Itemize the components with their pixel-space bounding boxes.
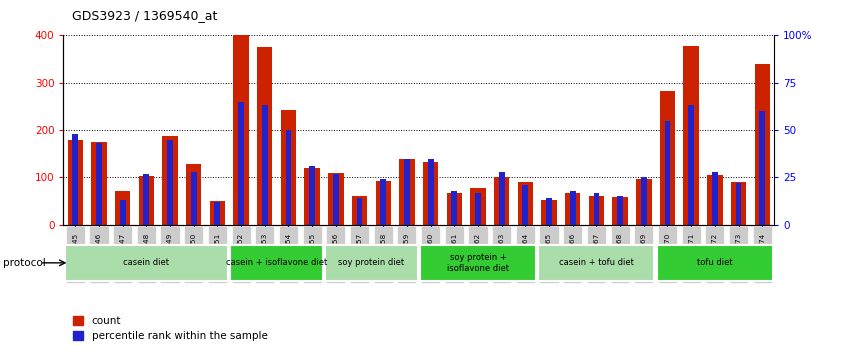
Legend: count, percentile rank within the sample: count, percentile rank within the sample	[69, 312, 272, 345]
Bar	[423, 162, 438, 225]
Bar	[186, 164, 201, 225]
Bar	[328, 173, 343, 225]
Bar	[570, 191, 575, 225]
Bar	[731, 182, 746, 225]
Bar	[281, 110, 296, 225]
Bar	[428, 159, 433, 225]
Bar	[215, 202, 220, 225]
FancyBboxPatch shape	[230, 245, 323, 281]
Bar	[547, 198, 552, 225]
Bar	[736, 183, 741, 225]
Bar	[239, 102, 244, 225]
Bar	[499, 172, 504, 225]
Bar	[310, 166, 315, 225]
Bar	[73, 134, 78, 225]
Bar	[352, 196, 367, 225]
Bar	[755, 64, 770, 225]
Text: soy protein +
isoflavone diet: soy protein + isoflavone diet	[447, 253, 509, 273]
Bar	[357, 198, 362, 225]
Bar	[684, 46, 699, 225]
Bar	[91, 142, 107, 225]
Bar	[565, 193, 580, 225]
Bar	[115, 191, 130, 225]
Bar	[470, 188, 486, 225]
Bar	[233, 35, 249, 225]
Text: casein + tofu diet: casein + tofu diet	[559, 258, 634, 267]
Bar	[665, 121, 670, 225]
Bar	[518, 182, 533, 225]
Bar	[712, 172, 717, 225]
Bar	[523, 185, 528, 225]
Bar	[68, 139, 83, 225]
Bar	[162, 136, 178, 225]
Text: protocol: protocol	[3, 258, 46, 268]
Bar	[618, 196, 623, 225]
Bar	[404, 159, 409, 225]
Bar	[613, 197, 628, 225]
Bar	[594, 193, 599, 225]
FancyBboxPatch shape	[420, 245, 536, 281]
Bar	[144, 174, 149, 225]
FancyBboxPatch shape	[538, 245, 655, 281]
Bar	[376, 181, 391, 225]
Bar	[447, 193, 462, 225]
Bar	[120, 200, 125, 225]
Text: tofu diet: tofu diet	[697, 258, 733, 267]
Bar	[541, 200, 557, 225]
Text: GDS3923 / 1369540_at: GDS3923 / 1369540_at	[72, 10, 217, 22]
Bar	[191, 172, 196, 225]
Bar	[707, 175, 722, 225]
Bar	[475, 193, 481, 225]
FancyBboxPatch shape	[325, 245, 418, 281]
Bar	[589, 196, 604, 225]
Bar	[399, 159, 415, 225]
Bar	[636, 179, 651, 225]
Bar	[641, 177, 646, 225]
Bar	[210, 201, 225, 225]
FancyBboxPatch shape	[656, 245, 773, 281]
Text: soy protein diet: soy protein diet	[338, 258, 404, 267]
Bar	[305, 168, 320, 225]
Bar	[660, 91, 675, 225]
Bar	[494, 177, 509, 225]
FancyBboxPatch shape	[64, 245, 228, 281]
Bar	[168, 139, 173, 225]
Text: casein diet: casein diet	[124, 258, 169, 267]
Bar	[689, 105, 694, 225]
Text: casein + isoflavone diet: casein + isoflavone diet	[226, 258, 327, 267]
Bar	[760, 111, 765, 225]
Bar	[257, 47, 272, 225]
Bar	[286, 130, 291, 225]
Bar	[333, 174, 338, 225]
Bar	[139, 177, 154, 225]
Bar	[381, 179, 386, 225]
Bar	[262, 105, 267, 225]
Bar	[452, 191, 457, 225]
Bar	[96, 143, 102, 225]
